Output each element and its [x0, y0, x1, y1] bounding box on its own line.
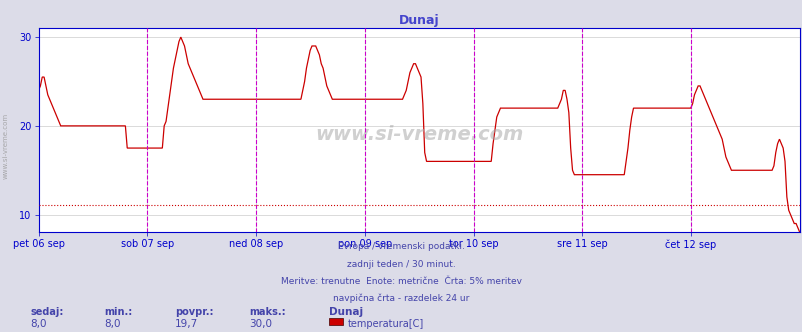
Text: maks.:: maks.: — [249, 307, 286, 317]
Text: navpična črta - razdelek 24 ur: navpična črta - razdelek 24 ur — [333, 293, 469, 303]
Title: Dunaj: Dunaj — [399, 14, 439, 27]
Text: www.si-vreme.com: www.si-vreme.com — [314, 125, 523, 144]
Text: 8,0: 8,0 — [30, 319, 47, 329]
Text: sedaj:: sedaj: — [30, 307, 64, 317]
Text: zadnji teden / 30 minut.: zadnji teden / 30 minut. — [346, 260, 456, 269]
Text: Dunaj: Dunaj — [329, 307, 363, 317]
Text: 30,0: 30,0 — [249, 319, 272, 329]
Text: Evropa / vremenski podatki.: Evropa / vremenski podatki. — [338, 242, 464, 251]
Text: 8,0: 8,0 — [104, 319, 121, 329]
Text: povpr.:: povpr.: — [175, 307, 213, 317]
Text: min.:: min.: — [104, 307, 132, 317]
Text: Meritve: trenutne  Enote: metrične  Črta: 5% meritev: Meritve: trenutne Enote: metrične Črta: … — [281, 277, 521, 286]
Text: 19,7: 19,7 — [175, 319, 198, 329]
Text: www.si-vreme.com: www.si-vreme.com — [2, 113, 9, 179]
Text: temperatura[C]: temperatura[C] — [347, 319, 423, 329]
